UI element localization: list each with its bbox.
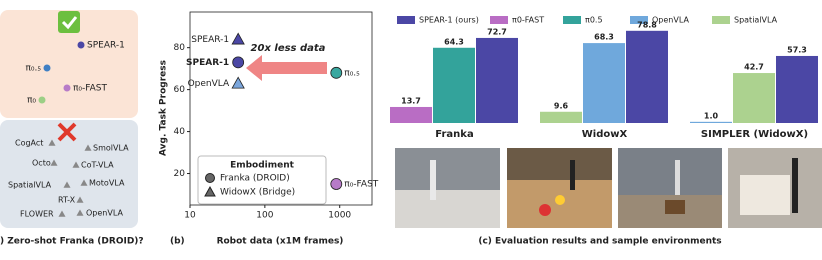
plot-frame [189,11,373,206]
value-label: 13.7 [401,96,421,105]
legend-swatch [397,16,415,24]
category-label: Franka [435,129,473,140]
legend-label: π0-FAST [512,16,544,25]
bar [540,111,582,123]
bar [390,106,432,123]
legend-marker [204,185,216,197]
model-label: CogAct [15,139,43,148]
bar [476,37,518,123]
bar [583,43,625,123]
annotation: 20x less data [251,43,326,54]
point-label: SPEAR-1 [186,58,229,68]
value-label: 1.0 [704,111,719,120]
bar [776,55,818,123]
category-label: SIMPLER (WidowX) [701,129,808,140]
value-label: 64.3 [444,37,464,46]
y-tick-label: 60 [174,85,186,95]
model-dot [63,84,71,92]
value-label: 72.7 [487,27,507,36]
y-tick-label: 40 [174,127,186,137]
check-mark [61,16,78,30]
value-label: 9.6 [554,101,569,110]
model-label: CoT-VLA [81,161,114,170]
model-label: OpenVLA [86,209,123,218]
y-tick-label: 80 [174,43,186,53]
works-box [0,10,138,118]
value-label: 78.8 [637,20,657,29]
point-label: OpenVLA [188,79,230,89]
legend-label: WidowX (Bridge) [220,188,295,198]
value-label: 57.3 [787,45,807,54]
check-icon [58,11,80,33]
y-tick-label: 20 [174,169,186,179]
annotation-arrow [246,55,327,81]
caption-a: ) Zero-shot Franka (DROID)? [0,237,144,247]
caption-b: (b) [170,237,185,247]
model-label: MotoVLA [89,179,125,188]
cross-icon [57,122,77,142]
point [232,56,245,69]
point [330,66,343,79]
model-label: SpatialVLA [8,181,52,190]
model-label: Octo [32,159,51,168]
legend-swatch [490,16,508,24]
x-tick-label: 100 [256,211,273,221]
model-triangle [72,161,80,168]
model-triangle [84,144,92,151]
model-triangle [50,159,58,166]
bar [626,30,668,123]
model-label: π₀.₅ [26,64,42,74]
category-label: WidowX [582,129,628,140]
y-axis-label: Avg. Task Progress [159,60,169,156]
point [231,76,245,89]
legend-title: Embodiment [230,161,295,171]
model-label: π₀ [27,96,36,106]
model-dot [43,64,51,72]
bar [433,47,475,124]
legend-label: SpatialVLA [734,16,778,25]
caption-c: (c) Evaluation results and sample enviro… [478,237,721,247]
legend-box [197,155,327,205]
bar [733,73,775,123]
legend-swatch [630,16,648,24]
bar [690,121,732,123]
model-label: FLOWER [20,210,54,219]
legend-label: π0.5 [585,16,603,25]
model-triangle [48,139,56,146]
fails-box [0,120,138,228]
photos [395,148,822,228]
x-tick-label: 1000 [328,211,351,221]
model-label: SmolVLA [93,144,129,153]
model-triangle [58,210,66,217]
model-triangle [76,209,84,216]
value-label: 68.3 [594,33,614,42]
point [231,32,245,45]
point-label: π₀-FAST [344,180,378,190]
model-dot [38,96,46,104]
legend-label: OpenVLA [652,16,689,25]
legend-swatch [563,16,581,24]
model-triangle [80,179,88,186]
model-triangle [63,181,71,188]
value-label: 42.7 [744,63,764,72]
legend-swatch [712,16,730,24]
point [330,178,343,190]
model-triangle [76,196,84,203]
point-label: SPEAR-1 [191,35,229,45]
x-tick-label: 10 [184,211,196,221]
model-label: RT-X [58,196,76,205]
point-label: π₀.₅ [344,68,360,78]
model-dot [77,41,85,49]
x-axis-label: Robot data (x1M frames) [217,237,344,247]
model-label: SPEAR-1 [87,41,125,51]
legend-label: SPEAR-1 (ours) [419,16,479,25]
model-label: π₀-FAST [73,84,107,94]
legend-marker [205,173,215,183]
legend-label: Franka (DROID) [220,174,290,184]
